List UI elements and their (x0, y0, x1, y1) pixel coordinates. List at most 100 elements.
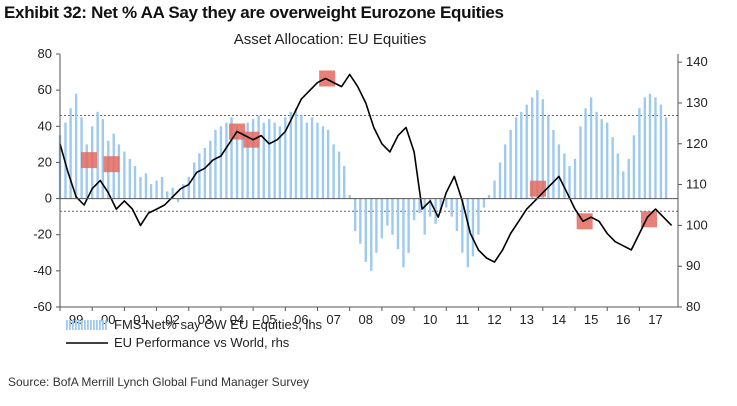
bar (273, 122, 276, 199)
bar-series (58, 90, 668, 271)
bar (246, 122, 249, 199)
bar (664, 117, 668, 199)
legend-bar-swatch (84, 320, 86, 330)
bar (348, 194, 351, 199)
bar (611, 137, 614, 199)
highlight-box-1 (80, 152, 97, 169)
x-tick-label: 04 (230, 312, 244, 327)
x-tick-label: 09 (391, 312, 405, 327)
exhibit-title: Exhibit 32: Net % AA Say they are overwe… (4, 3, 504, 22)
bar (235, 126, 239, 199)
bar (461, 198, 464, 253)
bar (402, 198, 405, 268)
left-tick-label: -20 (33, 227, 52, 242)
bar (487, 194, 491, 199)
bar (144, 173, 148, 199)
bar (536, 90, 539, 199)
bar (225, 122, 228, 199)
bar (214, 129, 217, 199)
bar (278, 126, 282, 199)
legend-bar-swatch (75, 320, 77, 330)
bar (428, 198, 432, 217)
right-tick-label: 90 (686, 258, 700, 273)
bar (370, 198, 373, 271)
x-tick-label: 12 (487, 312, 501, 327)
bar (155, 180, 158, 199)
bar (423, 198, 426, 235)
bar (321, 126, 325, 199)
bar (648, 93, 652, 199)
bar (176, 198, 180, 203)
highlight-box-2 (103, 156, 120, 173)
bar (455, 198, 459, 232)
right-tick-label: 130 (686, 95, 708, 110)
bar (520, 111, 523, 199)
bar (466, 198, 470, 268)
bar (600, 119, 603, 199)
bar (514, 117, 518, 199)
legend-bar-swatch (72, 320, 74, 330)
bar (171, 187, 174, 199)
bar (85, 144, 88, 199)
bar (149, 184, 153, 199)
bar (300, 115, 303, 199)
bar (412, 198, 416, 221)
bar (380, 198, 384, 239)
bar (268, 119, 271, 199)
x-tick-label: 14 (552, 312, 566, 327)
x-tick-label: 03 (198, 312, 212, 327)
bar (198, 153, 201, 199)
legend-label-bars: FMS Net% say OW EU Equities, lhs (114, 317, 323, 332)
bar (418, 198, 421, 214)
bar (257, 115, 260, 199)
bar (139, 176, 142, 199)
bar (386, 198, 389, 226)
x-tick-label: 06 (294, 312, 308, 327)
highlight-box-6 (529, 180, 546, 197)
bar (343, 166, 346, 199)
bar (563, 153, 566, 199)
bar (396, 198, 400, 250)
bar (187, 176, 190, 199)
bar (193, 162, 196, 199)
bar (165, 191, 169, 199)
bar (289, 111, 292, 199)
bar (654, 97, 657, 199)
x-tick-label: 15 (584, 312, 598, 327)
bar (284, 117, 287, 199)
bar (525, 104, 528, 199)
legend-label-line: EU Performance vs World, rhs (114, 335, 290, 350)
bar (579, 126, 582, 199)
bar (310, 117, 314, 199)
legend-bar-swatch (81, 320, 83, 330)
bar (509, 129, 512, 199)
x-tick-label: 01 (133, 312, 147, 327)
bar (160, 176, 164, 199)
bar (305, 122, 309, 199)
legend-bar-swatch (96, 320, 98, 330)
bar (101, 119, 105, 199)
bar (262, 122, 265, 199)
bar (493, 180, 496, 199)
x-tick-label: 08 (359, 312, 373, 327)
bar (482, 198, 486, 208)
bar (316, 122, 319, 199)
bar (337, 151, 341, 199)
chart: Asset Allocation: EU Equities 80 60 40 20 0 -… (33, 31, 708, 350)
bar (632, 135, 636, 199)
bar (96, 111, 99, 199)
bar (74, 93, 78, 199)
bar (375, 198, 378, 253)
bar (391, 198, 394, 235)
x-tick-label: 10 (423, 312, 437, 327)
bar (353, 198, 357, 232)
legend-bar-swatch (87, 320, 89, 330)
right-tick-label: 110 (686, 177, 707, 192)
legend-bar-swatch (93, 320, 95, 330)
right-tick-label: 80 (686, 299, 700, 314)
x-tick-label: 17 (648, 312, 662, 327)
bar (219, 126, 223, 199)
bar (616, 153, 620, 199)
bar (568, 166, 571, 199)
reference-lines (60, 114, 678, 212)
